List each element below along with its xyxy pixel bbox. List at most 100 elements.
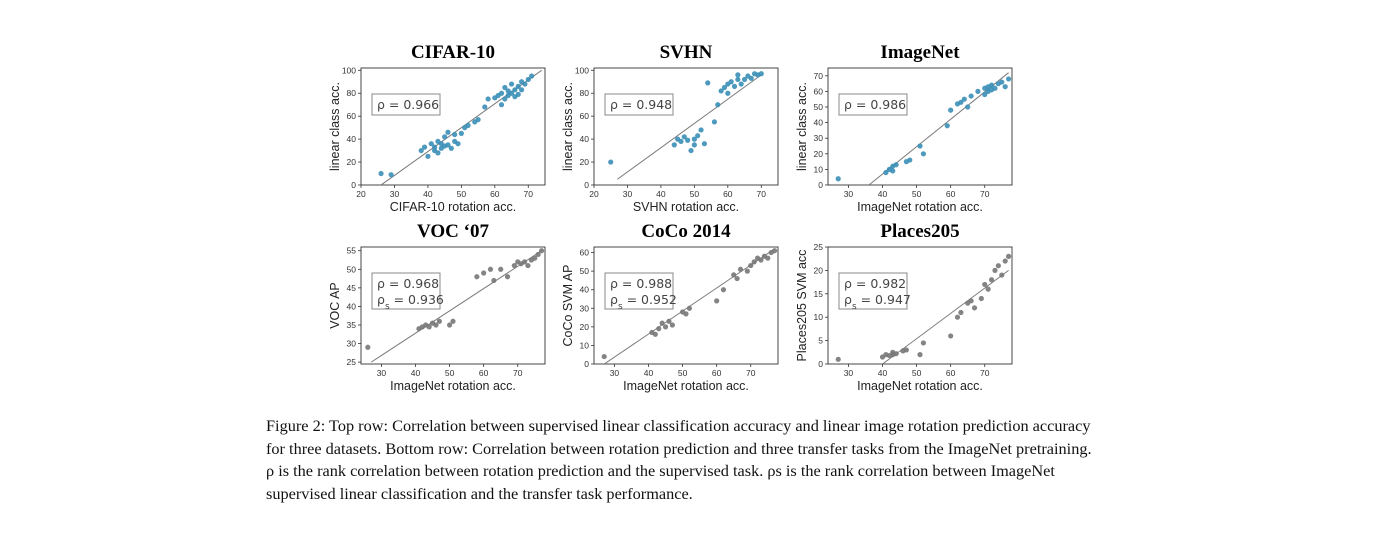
data-point: [525, 76, 531, 83]
data-point: [893, 162, 899, 168]
x-tick-label: 30: [844, 189, 854, 199]
data-point: [758, 71, 764, 77]
data-point: [442, 134, 448, 140]
data-point: [465, 122, 471, 128]
data-point: [535, 251, 541, 258]
y-tick-label: 35: [347, 320, 357, 330]
x-tick-label: 70: [980, 189, 990, 199]
data-point: [748, 262, 754, 269]
data-point: [725, 90, 731, 96]
plot-frame: [593, 67, 779, 186]
data-point: [917, 352, 923, 358]
caption-line-2: for three datasets. Bottom row: Correlat…: [266, 438, 1092, 458]
figure-caption: Figure 2: Top row: Correlation between s…: [266, 415, 1166, 505]
data-point: [502, 84, 508, 91]
data-point: [502, 96, 508, 102]
x-tick-label: 70: [524, 189, 534, 199]
data-point: [948, 333, 954, 339]
y-tick-label: 45: [347, 283, 357, 293]
data-point: [771, 248, 778, 254]
x-axis-label: ImageNet rotation acc.: [857, 200, 983, 214]
data-point: [482, 104, 488, 110]
data-point: [452, 131, 458, 138]
y-tick-label: 5: [818, 336, 823, 346]
y-tick-label: 0: [584, 180, 589, 190]
data-point: [425, 153, 431, 159]
data-point: [691, 136, 697, 142]
data-point: [701, 141, 708, 147]
data-point: [735, 72, 741, 78]
y-tick-label: 70: [814, 71, 824, 81]
data-point: [965, 104, 971, 110]
data-point: [666, 318, 672, 324]
caption-line-1: Figure 2: Top row: Correlation between s…: [266, 416, 1091, 435]
data-point: [455, 141, 461, 147]
chart-title: SVHN: [660, 42, 713, 63]
data-point: [428, 141, 434, 147]
data-point: [426, 324, 432, 330]
data-point: [988, 277, 995, 283]
data-point: [686, 305, 693, 311]
x-tick-label: 60: [712, 368, 722, 378]
data-point: [731, 272, 737, 278]
x-tick-label: 20: [589, 189, 599, 199]
y-tick-label: 25: [347, 357, 357, 367]
x-tick-label: 30: [844, 368, 854, 378]
data-point: [728, 79, 734, 85]
data-point: [982, 91, 988, 98]
fit-line: [617, 74, 762, 180]
y-axis-label: Places205 SVM acc: [795, 250, 809, 362]
data-point: [1002, 84, 1008, 90]
x-tick-label: 40: [411, 368, 421, 378]
data-point: [538, 248, 545, 254]
data-point: [448, 145, 454, 151]
data-point: [893, 351, 899, 357]
x-axis-label: ImageNet rotation acc.: [857, 379, 983, 393]
data-points: [601, 248, 778, 360]
data-point: [491, 277, 497, 284]
y-tick-label: 40: [347, 301, 357, 311]
data-point: [691, 142, 697, 148]
data-point: [521, 259, 528, 265]
y-axis-label: linear class acc.: [561, 82, 575, 171]
y-tick-label: 10: [814, 312, 824, 322]
data-point: [917, 143, 923, 149]
data-point: [734, 275, 740, 282]
y-tick-label: 30: [347, 339, 357, 349]
caption-line-3: ρ is the rank correlation between rotati…: [266, 461, 1055, 481]
x-tick-label: 50: [445, 368, 455, 378]
x-tick-label: 30: [623, 189, 633, 199]
data-point: [608, 159, 614, 165]
y-tick-label: 10: [580, 340, 590, 350]
data-point: [1005, 76, 1012, 82]
chart-panel-4: VOC ‘07 30 40 50 60 70 25 30 35 40 45 50 55 ImageNet …: [328, 221, 546, 393]
chart-title: CoCo 2014: [641, 221, 731, 242]
y-tick-label: 40: [814, 118, 824, 128]
annotation-box: [371, 93, 441, 116]
annotation-text: ρ = 0.948: [610, 97, 672, 112]
x-tick-label: 40: [878, 368, 888, 378]
data-point: [498, 90, 505, 96]
data-point: [971, 305, 978, 311]
data-point: [450, 318, 456, 324]
y-tick-label: 30: [814, 133, 824, 143]
data-point: [421, 144, 428, 150]
data-point: [518, 87, 525, 93]
x-tick-label: 40: [878, 189, 888, 199]
data-point: [944, 123, 950, 129]
x-tick-label: 70: [980, 368, 990, 378]
data-point: [511, 262, 517, 269]
data-point: [958, 99, 964, 105]
y-tick-label: 40: [347, 134, 357, 144]
x-tick-label: 40: [644, 368, 654, 378]
x-tick-label: 40: [423, 189, 433, 199]
data-points: [835, 253, 1012, 362]
data-point: [508, 90, 515, 96]
data-point: [458, 130, 464, 136]
data-point: [758, 257, 764, 263]
data-point: [705, 80, 711, 86]
data-point: [907, 157, 913, 163]
